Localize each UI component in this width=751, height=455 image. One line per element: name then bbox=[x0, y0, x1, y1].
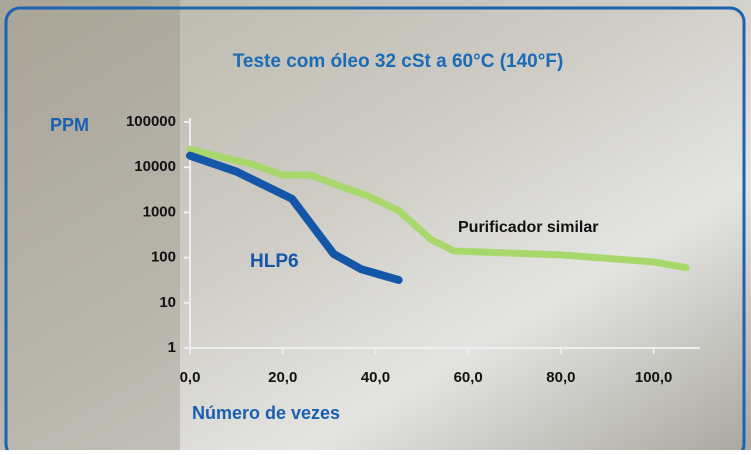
y-axis-label: PPM bbox=[50, 115, 89, 135]
x-tick-label: 40,0 bbox=[361, 369, 390, 386]
x-tick-label: 100,0 bbox=[635, 369, 673, 386]
y-tick-label: 1 bbox=[168, 339, 176, 356]
x-tick-label: 0,0 bbox=[180, 369, 201, 386]
x-tick-label: 80,0 bbox=[546, 369, 575, 386]
y-tick-label: 100 bbox=[151, 249, 176, 266]
y-tick-label: 10000 bbox=[134, 158, 176, 175]
y-tick-label: 100000 bbox=[126, 113, 176, 130]
series-label: HLP6 bbox=[250, 251, 299, 272]
x-tick-label: 20,0 bbox=[268, 369, 297, 386]
page: {"chart_data": {"type": "line", "title":… bbox=[0, 0, 751, 450]
y-tick-label: 10 bbox=[159, 294, 176, 311]
y-tick-label: 1000 bbox=[143, 203, 176, 220]
background-shade bbox=[0, 0, 180, 450]
chart: Teste com óleo 32 cSt a 60°C (140°F) PPM… bbox=[0, 0, 751, 450]
x-axis-label: Número de vezes bbox=[192, 403, 340, 423]
chart-title: Teste com óleo 32 cSt a 60°C (140°F) bbox=[233, 51, 564, 72]
series-label: Purificador similar bbox=[458, 219, 599, 236]
x-tick-label: 60,0 bbox=[454, 369, 483, 386]
